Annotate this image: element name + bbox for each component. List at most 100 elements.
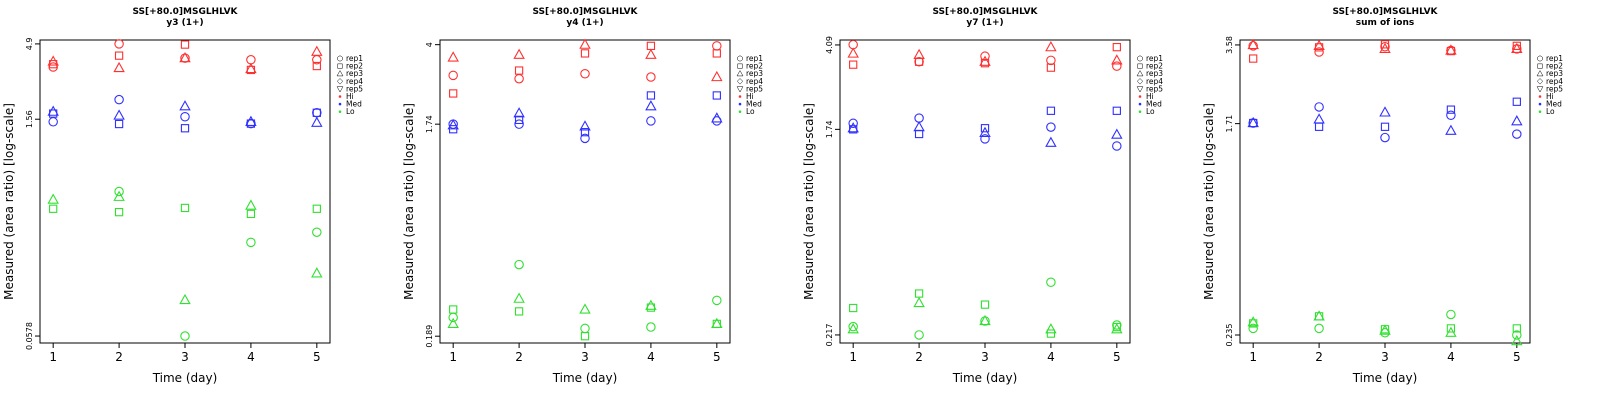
legend-label-med: Med — [346, 100, 362, 109]
legend-marker-rep2 — [737, 63, 743, 69]
point-med-rep2-day2 — [914, 129, 924, 139]
point-lo-rep2-day1 — [849, 303, 858, 313]
point-med-rep2-day2 — [514, 115, 524, 125]
legend-dot-hi — [338, 95, 342, 98]
point-med-rep1-day3 — [980, 134, 990, 144]
point-med-rep1-day4 — [246, 118, 256, 129]
plot-frame — [439, 39, 731, 344]
point-hi-rep3-day4 — [645, 48, 657, 59]
point-lo-rep3-day4 — [1045, 323, 1057, 334]
x-tick-label: 5 — [713, 350, 721, 364]
point-med-rep2-day5 — [1112, 106, 1121, 115]
y-tick-label: 1.74 — [425, 115, 434, 133]
point-hi-rep1-day4 — [246, 55, 256, 65]
plot-frame — [1239, 39, 1531, 344]
point-lo-rep3-day4 — [245, 199, 257, 210]
point-hi-rep1-day5 — [712, 41, 722, 51]
point-hi-rep2-day1 — [1249, 54, 1258, 63]
point-lo-rep2-day1 — [449, 305, 458, 314]
point-hi-rep1-day1 — [448, 70, 458, 81]
legend-label-hi: Hi — [746, 92, 754, 101]
legend-label-rep2: rep2 — [346, 62, 363, 71]
legend-marker-rep3 — [1136, 70, 1144, 77]
point-med-rep3-day4 — [645, 100, 657, 111]
legend-label-med: Med — [1146, 100, 1162, 109]
data-points — [847, 39, 1123, 340]
point-hi-rep2-day3 — [1380, 40, 1390, 49]
point-lo-rep2-day3 — [980, 300, 990, 309]
point-hi-rep2-day1 — [849, 60, 858, 69]
legend-marker-rep4 — [1536, 78, 1544, 85]
point-lo-rep1-day1 — [848, 321, 858, 332]
x-tick-label: 1 — [1249, 350, 1257, 364]
point-lo-rep1-day2 — [1314, 323, 1324, 334]
point-lo-rep1-day4 — [246, 237, 256, 248]
point-med-rep3-day2 — [513, 107, 525, 118]
legend-marker-rep4 — [736, 78, 744, 85]
y-axis-label: Measured (area ratio) [log-scale] — [802, 103, 816, 300]
point-hi-rep2-day2 — [514, 66, 524, 75]
point-med-rep3-day4 — [1445, 124, 1457, 135]
point-med-rep3-day3 — [179, 100, 191, 111]
y-tick-label: 1.56 — [25, 110, 34, 128]
point-hi-rep1-day1 — [48, 62, 58, 72]
point-lo-rep3-day5 — [711, 317, 723, 329]
legend-label-med: Med — [1546, 100, 1562, 109]
legend-dot-hi — [1538, 95, 1542, 98]
chart-subtitle: y7 (1+) — [966, 18, 1003, 28]
point-hi-rep1-day3 — [1380, 41, 1390, 52]
point-med-rep2-day5 — [712, 91, 721, 100]
point-lo-rep3-day3 — [179, 293, 191, 305]
point-hi-rep3-day5 — [1511, 42, 1523, 54]
y-tick-label: 1.74 — [825, 120, 834, 138]
legend-dot-med — [1138, 102, 1142, 106]
legend-label-lo: Lo — [746, 107, 755, 116]
legend-label-rep3: rep3 — [346, 69, 363, 78]
point-hi-rep1-day3 — [580, 68, 590, 79]
point-lo-rep3-day2 — [1313, 310, 1325, 321]
point-lo-rep1-day5 — [712, 295, 722, 306]
y-tick-label: 3.58 — [1225, 36, 1234, 54]
point-lo-rep3-day5 — [311, 267, 323, 278]
point-hi-rep3-day5 — [311, 45, 323, 56]
point-hi-rep1-day1 — [1248, 41, 1258, 51]
legend-dot-hi — [738, 95, 742, 98]
point-lo-rep2-day2 — [114, 207, 124, 217]
point-lo-rep1-day4 — [1046, 277, 1056, 287]
point-lo-rep2-day4 — [1046, 329, 1056, 338]
point-hi-rep3-day1 — [1247, 38, 1259, 50]
legend-marker-rep1 — [1137, 55, 1143, 62]
y-tick-label: 0.235 — [1225, 324, 1234, 347]
point-lo-rep3-day4 — [1445, 326, 1457, 337]
point-med-rep1-day5 — [1112, 141, 1122, 151]
legend-dot-lo — [738, 110, 742, 113]
point-lo-rep1-day1 — [1248, 323, 1258, 334]
point-med-rep3-day4 — [1045, 136, 1057, 147]
legend-marker-rep2 — [337, 63, 343, 69]
legend-label-hi: Hi — [346, 92, 354, 101]
x-tick-label: 2 — [515, 350, 523, 364]
point-hi-rep3-day2 — [113, 61, 125, 73]
point-lo-rep1-day5 — [1512, 330, 1522, 340]
point-hi-rep3-day1 — [447, 51, 459, 62]
y-tick-label: 4 — [425, 42, 434, 47]
point-med-rep1-day2 — [1314, 102, 1324, 112]
x-axis-label: Time (day) — [952, 371, 1018, 385]
point-med-rep1-day3 — [1380, 132, 1390, 143]
point-med-rep2-day5 — [1512, 97, 1521, 106]
point-hi-rep1-day5 — [1112, 61, 1122, 71]
x-tick-label: 5 — [313, 350, 321, 364]
point-hi-rep2-day4 — [646, 41, 656, 51]
chart-subtitle: y3 (1+) — [166, 18, 203, 28]
x-tick-label: 1 — [849, 350, 857, 364]
point-hi-rep2-day2 — [114, 51, 124, 60]
point-lo-rep3-day1 — [47, 193, 59, 204]
point-lo-rep2-day3 — [580, 332, 590, 341]
data-points — [47, 39, 323, 341]
point-lo-rep3-day2 — [513, 292, 525, 303]
legend-marker-rep1 — [737, 55, 743, 62]
point-hi-rep2-day1 — [449, 89, 458, 98]
